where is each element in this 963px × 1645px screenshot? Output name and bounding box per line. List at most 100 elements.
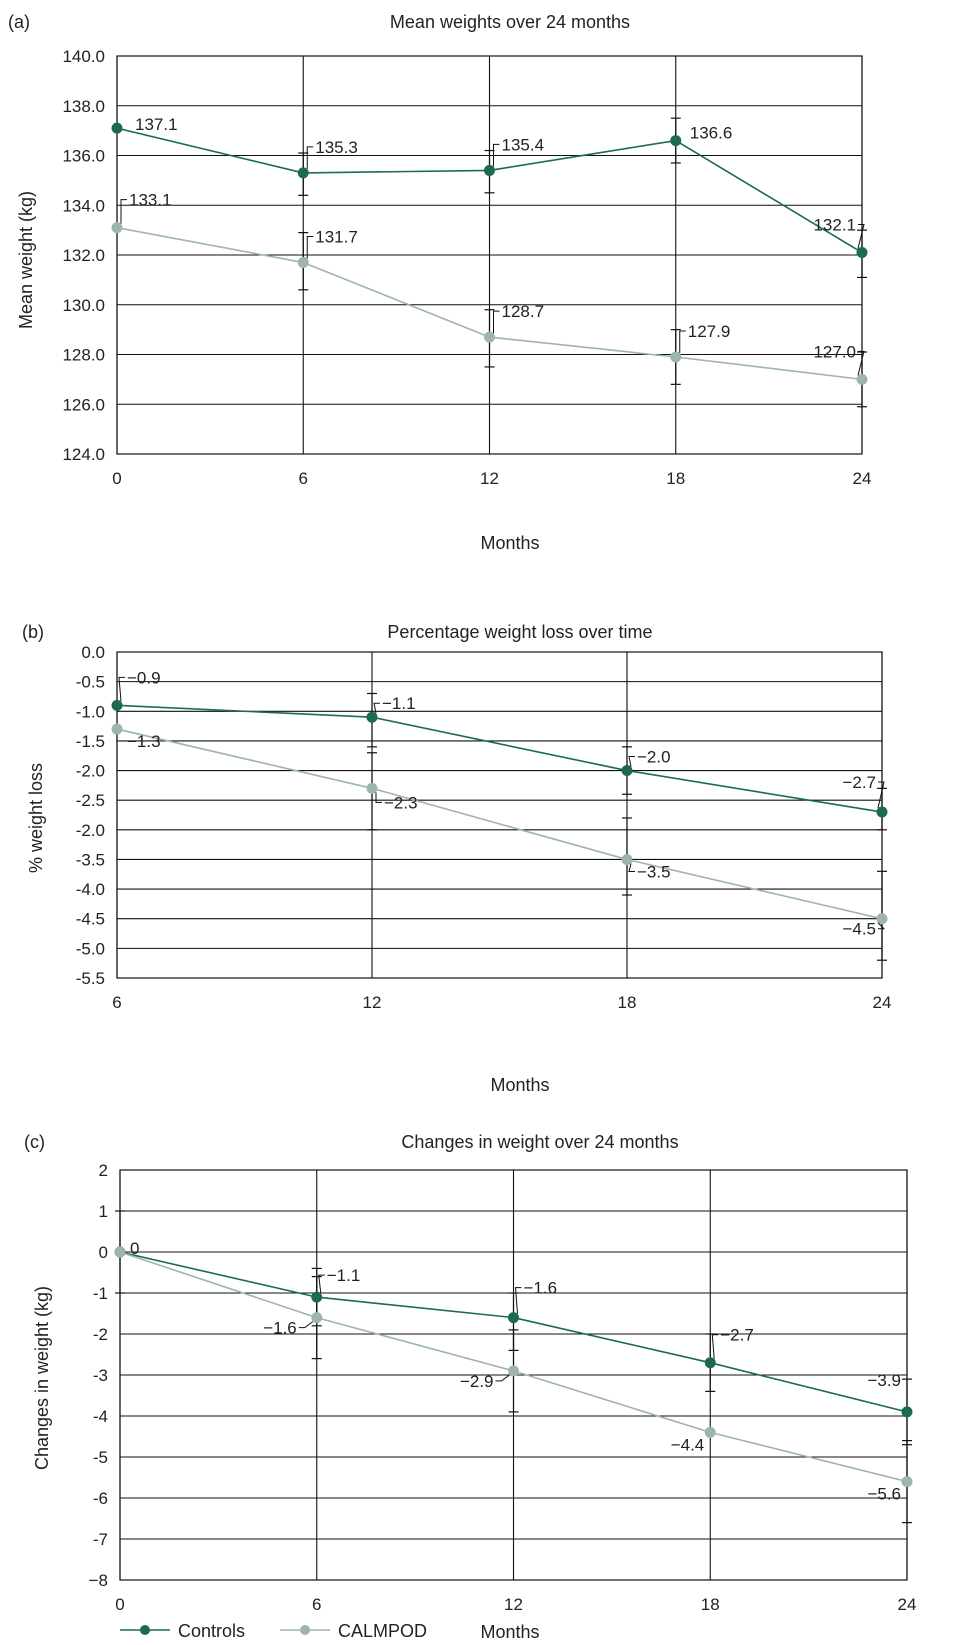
- y-tick-label: 134.0: [62, 196, 105, 215]
- y-tick-label: -1.5: [76, 732, 105, 751]
- x-tick-label: 18: [666, 469, 685, 488]
- data-point-controls: [876, 806, 888, 818]
- data-label: 127.0: [813, 342, 856, 361]
- data-label: −2.3: [384, 793, 418, 812]
- label-leader: [679, 330, 686, 353]
- data-label: −4.5: [842, 920, 876, 939]
- series-group: [111, 117, 868, 408]
- data-label: −1.6: [263, 1319, 297, 1338]
- panel-c: (c) Changes in weight over 24 months Cha…: [24, 1132, 916, 1642]
- data-point-controls: [621, 765, 633, 777]
- data-label: −4.4: [671, 1435, 705, 1454]
- panel-b: (b) Percentage weight loss over time % w…: [22, 622, 891, 1095]
- legend-controls-label: Controls: [178, 1621, 245, 1641]
- data-label: 135.4: [502, 135, 545, 154]
- label-leader: [375, 792, 382, 803]
- chart-title: Mean weights over 24 months: [390, 12, 630, 32]
- y-tick-label: 0.0: [81, 643, 105, 662]
- legend-controls-marker: [140, 1625, 150, 1635]
- label-leader: [857, 224, 865, 249]
- data-point-calmpod: [297, 256, 309, 268]
- data-label: 135.3: [315, 138, 358, 157]
- label-leader: [493, 310, 500, 334]
- y-tick-label: -2.0: [76, 762, 105, 781]
- data-label: 132.1: [813, 216, 856, 235]
- data-label: 0: [130, 1239, 139, 1258]
- series-group: [114, 1210, 913, 1524]
- y-tick-label: 128.0: [62, 346, 105, 365]
- data-label: −0.9: [127, 668, 161, 687]
- label-leader: [857, 350, 865, 376]
- data-label: −2.0: [637, 748, 671, 767]
- data-point-controls: [366, 711, 378, 723]
- y-tick-label: 0: [99, 1243, 108, 1262]
- y-tick-label: -4.0: [76, 880, 105, 899]
- data-point-controls: [297, 167, 309, 179]
- data-point-calmpod: [311, 1312, 323, 1324]
- data-point-controls: [484, 164, 495, 176]
- x-tick-label: 18: [701, 1595, 720, 1614]
- data-point-calmpod: [901, 1476, 913, 1488]
- panel-label: (c): [24, 1132, 45, 1152]
- label-leader: [628, 756, 635, 767]
- data-point-calmpod: [111, 222, 123, 234]
- y-tick-label: -5: [93, 1448, 108, 1467]
- data-label: −1.6: [524, 1279, 558, 1298]
- data-label: 136.6: [690, 124, 733, 143]
- label-leader: [495, 1374, 510, 1382]
- y-tick-label: -2: [93, 1325, 108, 1344]
- axes: [116, 651, 883, 979]
- tick-labels: 124.0 126.0 128.0 130.0 132.0 134.0 136.0 138.0…: [62, 47, 871, 488]
- x-tick-label: 0: [115, 1595, 124, 1614]
- data-point-calmpod: [484, 331, 495, 343]
- y-tick-label: -1.0: [76, 702, 105, 721]
- tick-labels: 2 1 0 -1 -2 -3 -4 -5 -6 -7 −8 0 6 12 18 24: [89, 1161, 917, 1614]
- data-point-calmpod: [114, 1246, 126, 1258]
- data-point-controls: [704, 1357, 716, 1369]
- data-point-controls: [670, 135, 682, 147]
- panel-label: (a): [8, 12, 30, 32]
- data-point-calmpod: [856, 373, 868, 385]
- x-axis-label: Months: [480, 533, 539, 553]
- y-tick-label: 1: [99, 1202, 108, 1221]
- data-point-controls: [111, 699, 123, 711]
- panel-label: (b): [22, 622, 44, 642]
- label-leader: [373, 702, 380, 714]
- y-tick-label: -3.5: [76, 850, 105, 869]
- label-leader: [514, 1287, 522, 1314]
- data-point-controls: [311, 1291, 323, 1303]
- label-leader: [306, 146, 314, 169]
- x-axis-label: Months: [480, 1622, 539, 1642]
- plot-frame: [116, 651, 883, 979]
- data-point-calmpod: [621, 853, 633, 865]
- y-tick-label: -2.0: [76, 821, 105, 840]
- data-point-calmpod: [508, 1365, 519, 1377]
- y-tick-label: -6: [93, 1489, 108, 1508]
- x-tick-label: 24: [853, 469, 872, 488]
- legend-calmpod-marker: [300, 1625, 310, 1635]
- x-axis-label: Months: [490, 1075, 549, 1095]
- y-axis-label: % weight loss: [26, 763, 46, 873]
- label-leader: [493, 143, 500, 167]
- x-tick-label: 6: [312, 1595, 321, 1614]
- data-label: 128.7: [502, 302, 545, 321]
- data-label: −3.9: [867, 1371, 901, 1390]
- x-tick-label: 12: [480, 469, 499, 488]
- y-tick-label: 124.0: [62, 445, 105, 464]
- grid: [116, 651, 883, 979]
- y-axis-label: Mean weight (kg): [16, 191, 36, 329]
- data-point-calmpod: [704, 1426, 716, 1438]
- x-tick-label: 0: [112, 469, 121, 488]
- data-point-controls: [111, 122, 123, 134]
- y-tick-label: 126.0: [62, 395, 105, 414]
- panel-a: (a) Mean weights over 24 months Mean wei…: [8, 12, 871, 553]
- y-tick-label: -1: [93, 1284, 108, 1303]
- label-leader: [120, 199, 127, 224]
- data-label: −2.9: [460, 1372, 494, 1391]
- label-leader: [118, 676, 125, 702]
- data-point-calmpod: [111, 723, 123, 735]
- x-tick-label: 18: [618, 993, 637, 1012]
- data-point-calmpod: [366, 782, 378, 794]
- legend-calmpod-label: CALMPOD: [338, 1621, 427, 1641]
